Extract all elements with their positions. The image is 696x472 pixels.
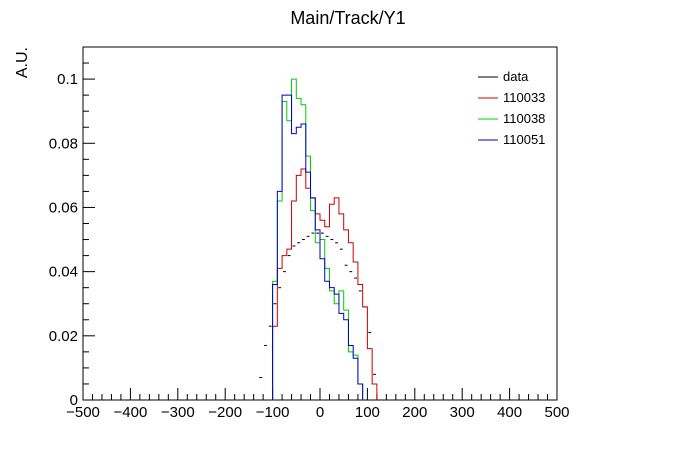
series-110038-line	[272, 78, 364, 400]
x-tick-label: −100	[256, 404, 290, 421]
x-tick-label: 200	[402, 404, 427, 421]
x-tick-label: 300	[450, 404, 475, 421]
y-tick-label: 0.06	[49, 199, 78, 216]
x-tick-label: −500	[66, 404, 100, 421]
chart-title: Main/Track/Y1	[290, 8, 405, 28]
x-tick-label: 500	[544, 404, 569, 421]
x-tick-label: −200	[208, 404, 242, 421]
x-tick-label: 0	[316, 404, 324, 421]
y-tick-label: 0.02	[49, 328, 78, 345]
series-110033-line	[272, 168, 378, 400]
y-axis: 0 0.02 0.04 0.06 0.08 0.1	[49, 46, 95, 409]
y-tick-label: 0.04	[49, 264, 78, 281]
legend-label: data	[503, 69, 529, 84]
plot-frame	[82, 46, 558, 401]
x-tick-label: −400	[114, 404, 148, 421]
series-layer	[259, 78, 378, 400]
legend-label: 110038	[503, 111, 545, 126]
y-axis-label: A.U.	[14, 47, 31, 78]
x-tick-label: 100	[355, 404, 380, 421]
legend: data 110033 110038 110051	[478, 69, 545, 147]
legend-label: 110033	[503, 90, 545, 105]
legend-label: 110051	[503, 132, 545, 147]
x-tick-label: −300	[161, 404, 195, 421]
x-axis: −500 −400 −300 −200 −100 0 100 200 300 400 500	[66, 388, 570, 421]
x-tick-label: 400	[497, 404, 522, 421]
y-tick-label: 0.1	[57, 71, 78, 88]
y-tick-label: 0	[70, 392, 78, 409]
series-110051-line	[272, 94, 364, 400]
y-tick-label: 0.08	[49, 135, 78, 152]
